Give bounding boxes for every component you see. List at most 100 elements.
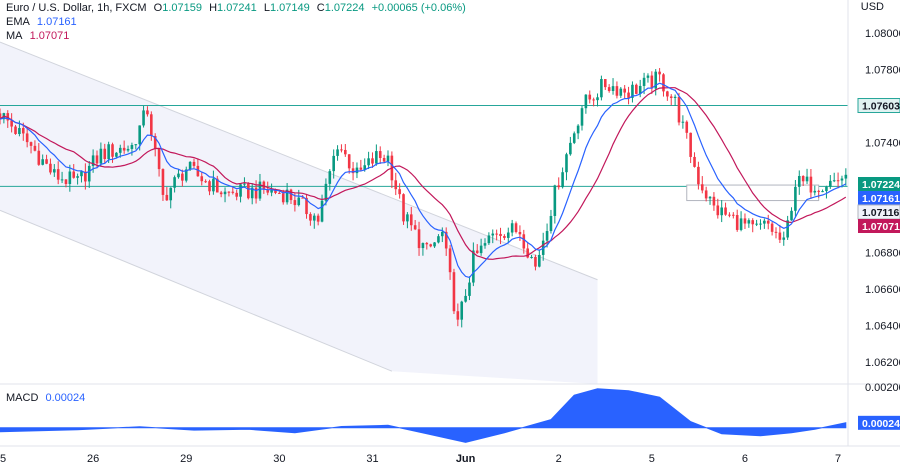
candle-body xyxy=(332,155,335,172)
candle-body xyxy=(499,233,502,237)
candle-body xyxy=(557,185,561,188)
candle-body xyxy=(743,218,747,224)
candle-body xyxy=(522,234,526,249)
candle-body xyxy=(786,220,789,238)
candle-body xyxy=(378,151,382,159)
time-tick-label: 26 xyxy=(87,453,99,465)
candle-body xyxy=(355,167,359,174)
candle-body xyxy=(165,194,169,201)
ma-label: MA xyxy=(6,30,23,42)
candle-body xyxy=(212,178,215,192)
candle-body xyxy=(693,156,696,167)
symbol-title[interactable]: Euro / U.S. Dollar, 1h, FXCM xyxy=(6,2,147,14)
candle-body xyxy=(588,94,592,100)
candle-body xyxy=(685,121,689,133)
candle-body xyxy=(561,172,564,188)
time-tick-label: 5 xyxy=(0,453,6,465)
price-label-bg xyxy=(858,219,900,233)
candle-body xyxy=(181,173,184,181)
candle-body xyxy=(146,110,149,115)
price-label-text: 1.07071 xyxy=(862,221,900,233)
candle-body xyxy=(433,242,436,247)
low-label: L xyxy=(263,2,270,14)
price-tick-label: 1.08000 xyxy=(865,28,900,40)
candle-body xyxy=(615,86,619,96)
time-tick-label: 29 xyxy=(180,453,192,465)
candle-body xyxy=(281,193,285,203)
candle-body xyxy=(382,158,386,162)
candle-body xyxy=(274,189,277,193)
candle-body xyxy=(545,231,549,241)
candle-body xyxy=(107,144,110,159)
candle-body xyxy=(386,155,390,162)
candle-body xyxy=(441,231,444,237)
candle-body xyxy=(584,94,588,109)
candle-body xyxy=(285,189,289,203)
channel-upper-line xyxy=(0,41,598,281)
candle-body xyxy=(642,77,646,86)
candle-body xyxy=(829,180,832,187)
candle-body xyxy=(122,147,126,151)
macd-value: 0.00024 xyxy=(45,392,86,404)
candle-body xyxy=(437,236,440,243)
candle-body xyxy=(475,250,479,254)
candle-body xyxy=(631,84,634,98)
macd-pane xyxy=(0,388,847,443)
candle-body xyxy=(21,128,25,134)
candle-body xyxy=(677,96,681,123)
candle-body xyxy=(704,190,708,199)
candle-body xyxy=(87,165,91,182)
candle-body xyxy=(635,84,638,94)
candle-body xyxy=(406,214,409,222)
candle-body xyxy=(324,183,328,201)
candle-body xyxy=(728,214,731,216)
candle-body xyxy=(809,176,813,193)
price-tick-label: 1.06400 xyxy=(865,320,900,332)
candle-body xyxy=(448,248,452,273)
candle-body xyxy=(619,88,623,96)
candle-body xyxy=(538,254,541,267)
candle-body xyxy=(231,191,235,193)
candle-body xyxy=(235,192,238,197)
candle-body xyxy=(200,176,204,182)
candle-body xyxy=(506,232,510,238)
time-tick-label: 30 xyxy=(273,453,285,465)
ohlc-legend: Euro / U.S. Dollar, 1h, FXCM O1.07159 H1… xyxy=(6,1,466,15)
candle-body xyxy=(68,171,72,184)
candle-body xyxy=(572,133,576,143)
candle-body xyxy=(320,200,324,222)
macd-legend[interactable]: MACD 0.00024 xyxy=(6,391,85,405)
candle-body xyxy=(84,171,87,182)
candle-body xyxy=(219,192,223,195)
candle-body xyxy=(258,181,262,199)
price-label-text: 1.07161 xyxy=(862,193,900,205)
candle-body xyxy=(344,149,347,155)
candle-body xyxy=(239,184,242,197)
candle-body xyxy=(316,215,320,222)
ma-line xyxy=(0,87,847,260)
candle-body xyxy=(409,214,413,226)
candle-body xyxy=(716,205,720,216)
candle-body xyxy=(666,91,669,97)
candle-body xyxy=(150,114,153,137)
price-label-bg xyxy=(857,98,900,114)
ema-legend[interactable]: EMA 1.07161 xyxy=(6,15,77,29)
candle-body xyxy=(37,150,41,165)
candle-body xyxy=(673,96,677,98)
macd-label-bg xyxy=(858,415,900,430)
candle-body xyxy=(739,218,743,230)
candle-body xyxy=(712,196,716,206)
candle-body xyxy=(518,232,522,235)
candle-body xyxy=(790,210,793,221)
candle-body xyxy=(429,244,432,247)
candle-body xyxy=(425,243,429,245)
ma-legend[interactable]: MA 1.07071 xyxy=(6,29,69,43)
price-labels: 1.07603 1.07224 1.07161 1.07116 1.07071 0.000… xyxy=(857,98,900,430)
candle-body xyxy=(76,176,79,178)
candle-body xyxy=(173,177,176,188)
candle-body xyxy=(297,197,301,206)
candle-body xyxy=(510,223,514,233)
candle-body xyxy=(208,181,211,192)
ema-label: EMA xyxy=(6,16,30,28)
